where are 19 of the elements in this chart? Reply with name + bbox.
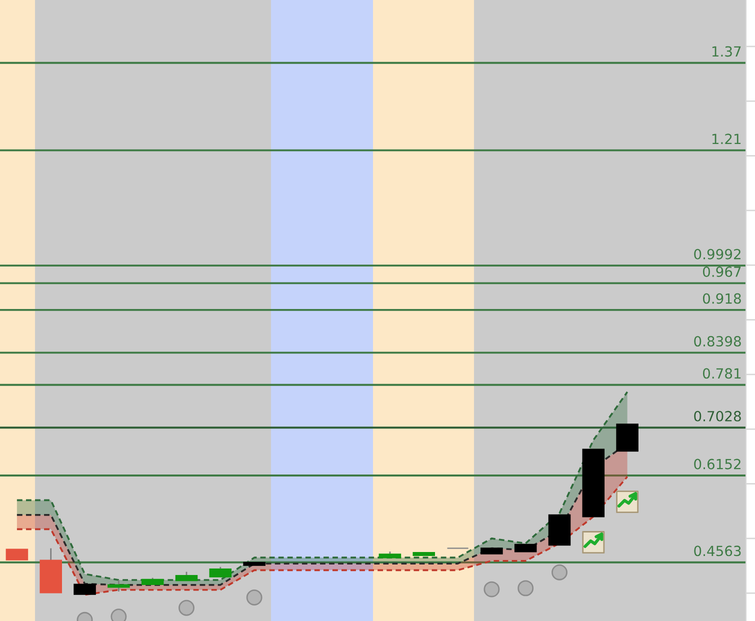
ref-line-label: 0.918 <box>702 293 741 304</box>
candlestick <box>74 584 96 595</box>
candlestick <box>209 566 232 578</box>
candlestick <box>6 548 28 560</box>
ref-line-label: 0.4563 <box>694 546 741 556</box>
ref-line-label: 0.6152 <box>694 458 740 470</box>
ref-line-label: 0.781 <box>702 368 741 379</box>
point <box>246 590 262 606</box>
ref-line-label: 1.37 <box>712 46 741 57</box>
ref-line-label: 0.967 <box>702 266 741 278</box>
point <box>484 581 500 598</box>
point <box>178 600 194 616</box>
candlestick <box>108 579 130 592</box>
point <box>552 564 568 580</box>
point <box>518 580 534 596</box>
ref-line-label: 1.21 <box>712 134 741 144</box>
ref-line-label: 0.7028 <box>694 410 741 422</box>
ref-line-label: 0.9992 <box>694 248 740 260</box>
ref-line-label: 0.8398 <box>694 336 741 347</box>
